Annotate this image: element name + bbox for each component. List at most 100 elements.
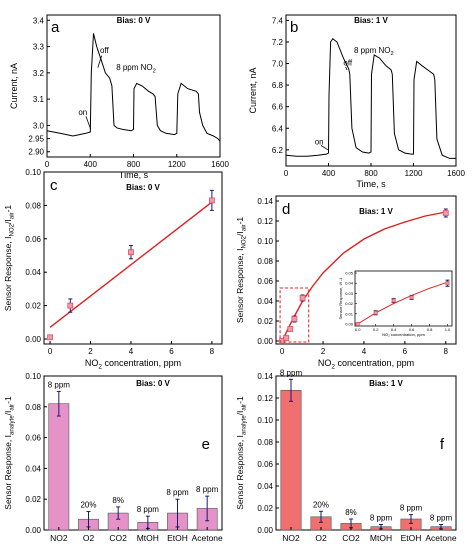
bar-annotation: 8% — [345, 508, 357, 517]
data-point — [442, 210, 449, 216]
y-tick-label: 3.0 — [33, 121, 45, 130]
y-tick-label: 7.2 — [272, 38, 284, 47]
y-tick-label: 0.08 — [25, 201, 41, 210]
x-tick-label: 8 — [210, 347, 215, 356]
bias-label: Bias: 0 V — [136, 379, 170, 388]
data-point — [409, 295, 414, 300]
label-part: -1 — [3, 205, 13, 213]
data-point — [67, 302, 74, 309]
panel-letter: f — [440, 436, 445, 453]
x-tick-label: O2 — [83, 533, 95, 543]
gas-annotation: 8 ppm NO2 — [116, 63, 156, 74]
on-arrow — [320, 145, 329, 151]
y-tick-label: 7.0 — [272, 60, 284, 69]
inset-y-tick-label: 0.05 — [345, 271, 354, 276]
panel-e: 0.00 0.02 0.04 0.06 0.08 0.10 8 ppm NO2 20% O2 8% C… — [3, 372, 223, 543]
y-tick-label: 0.12 — [257, 217, 273, 226]
x-tick-label: 1200 — [405, 169, 423, 178]
panel-letter: c — [50, 177, 58, 194]
inset-fit-line — [357, 281, 448, 325]
label-subscript: analyte — [8, 415, 15, 435]
bias-label: Bias: 1 V — [369, 379, 403, 388]
inset-y-tick-label: 0.04 — [345, 281, 354, 286]
y-tick-label: 0.06 — [257, 277, 273, 286]
label-part: NO — [85, 358, 99, 368]
y-tick-label: 0.12 — [257, 394, 273, 403]
x-tick-label: 0 — [48, 347, 53, 356]
x-axis-label: NO2 concentration, ppm — [318, 358, 414, 371]
label-part: /I — [235, 411, 245, 416]
y-tick-label: 3.3 — [33, 43, 45, 52]
x-axis-label: Time, s — [119, 170, 149, 180]
data-point — [391, 298, 396, 303]
inset-y-tick-label: 0.03 — [345, 291, 354, 296]
label-part: 8 ppm NO — [354, 46, 390, 55]
x-tick-label: 4 — [362, 347, 367, 356]
bar-annotation: 8 ppm — [430, 514, 453, 523]
label-part: -1 — [235, 217, 245, 225]
y-tick-label: 0.06 — [257, 460, 273, 469]
y-tick-label: 6.4 — [272, 124, 284, 133]
fit-line — [281, 211, 446, 342]
series-line — [285, 37, 456, 159]
label-part: 8 ppm NO — [116, 63, 152, 72]
y-tick-label: 0.10 — [257, 237, 273, 246]
x-tick-label: 2 — [88, 347, 93, 356]
x-tick-label: 1600 — [211, 160, 229, 169]
x-axis-label: Time, s — [356, 179, 386, 189]
inset-frame — [354, 270, 453, 327]
y-axis-label: Sensor Response, Ianalyte/Iair-1 — [235, 396, 247, 510]
off-arrow — [345, 66, 348, 71]
x-tick-label: O2 — [315, 533, 327, 543]
inset-x-tick-label: 0.0 — [355, 327, 361, 332]
fit-line — [49, 201, 213, 328]
bar-annotation: 8 ppm — [137, 505, 160, 514]
panel-letter: b — [290, 19, 298, 36]
y-tick-label: 2.95 — [28, 135, 44, 144]
data-point — [283, 335, 290, 341]
y-tick-label: 0.00 — [25, 526, 41, 535]
y-tick-label: 0.00 — [257, 526, 273, 535]
x-tick-label: 6 — [403, 347, 408, 356]
y-tick-label: 0.00 — [257, 337, 273, 346]
data-point — [373, 310, 378, 315]
y-tick-label: 0.02 — [257, 504, 273, 513]
data-point — [128, 249, 134, 256]
y-axis-label: Current, nA — [9, 63, 19, 109]
label-subscript: 2 — [98, 364, 102, 371]
label-part: concentration, ppm — [102, 358, 181, 368]
inset-x-tick-label: 0.6 — [409, 327, 415, 332]
bias-label: Bias: 1 V — [359, 207, 393, 216]
label-part: Sensor Response, I — [3, 237, 13, 312]
on-annotation: on — [315, 137, 324, 146]
x-tick-label: 2 — [321, 347, 326, 356]
label-part: Sensor Response, I — [235, 435, 245, 510]
bar-annotation: 20% — [80, 501, 96, 510]
inset-x-axis-label: NO₂ concentration, ppm — [382, 332, 425, 337]
label-subscript: NO2 — [8, 223, 15, 236]
inset-x-tick-label: 0.8 — [427, 327, 433, 332]
data-point — [299, 295, 306, 301]
x-tick-label: 0 — [45, 160, 50, 169]
x-tick-label: 8 — [444, 347, 449, 356]
x-tick-label: 6 — [169, 347, 174, 356]
bar-annotation: 8 ppm — [370, 514, 393, 523]
plot-frame — [43, 375, 223, 531]
x-tick-label: NO2 — [282, 533, 300, 543]
label-subscript: 2 — [331, 364, 335, 371]
on-annotation: on — [78, 108, 87, 117]
bar — [48, 403, 70, 531]
panel-a: 2.90 2.95 3.0 3.1 3.2 3.3 3.4 0 400 800 1200 1600 a B… — [9, 14, 229, 180]
plot-frame — [43, 171, 223, 345]
bar-annotation: 8 ppm — [196, 485, 219, 494]
bar-annotation: 20% — [313, 500, 329, 509]
label-part: /I — [3, 219, 13, 224]
y-tick-label: 0.06 — [25, 235, 41, 244]
data-point — [287, 326, 294, 332]
y-tick-label: 7.4 — [272, 16, 284, 25]
data-point — [291, 316, 298, 322]
x-tick-label: 800 — [364, 169, 378, 178]
label-subscript: NO2 — [240, 235, 247, 248]
bar — [280, 389, 302, 531]
x-tick-label: 400 — [84, 160, 98, 169]
